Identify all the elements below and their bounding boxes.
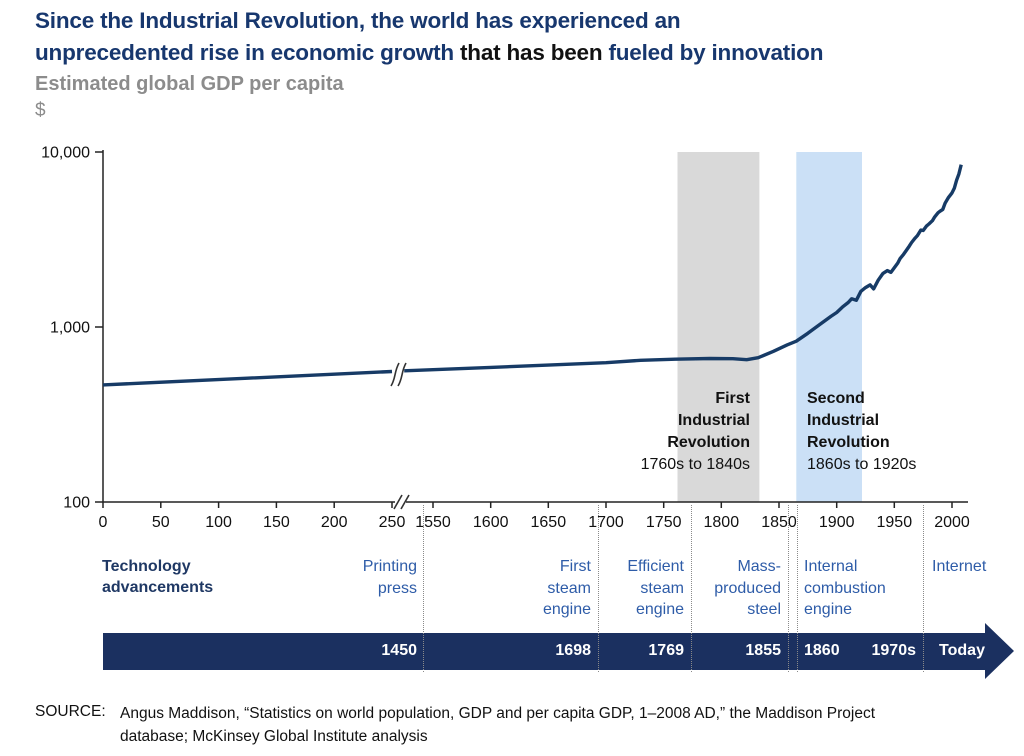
- tech-label-efficient-steam-engine: Efficient steam engine: [627, 558, 684, 618]
- source-citation-line1: Angus Maddison, “Statistics on world pop…: [120, 705, 876, 722]
- gdp-line: [404, 164, 963, 373]
- timeline-arrow-head: [985, 623, 1014, 679]
- x-tick-label: 50: [152, 514, 170, 531]
- event-dotted-line-1450: [423, 505, 424, 672]
- chart-subtitle: Estimated global GDP per capita: [35, 73, 344, 95]
- axis-break-marks: [390, 362, 410, 510]
- source-citation: Angus Maddison, “Statistics on world pop…: [120, 703, 875, 748]
- event-dotted-line-1698: [598, 505, 599, 672]
- line-break-slash-2: [397, 362, 407, 387]
- event-dotted-line-1860: [797, 505, 798, 672]
- technology-advancements-heading: Technology advancements: [102, 558, 214, 596]
- timeline-banner: [103, 633, 986, 670]
- gdp-line: [102, 369, 393, 387]
- event-dotted-line-1769: [691, 505, 692, 672]
- x-tick-label: 1950: [877, 514, 913, 531]
- title-text: Since the Industrial Revolution, the wor…: [35, 8, 681, 33]
- x-tick-label: 200: [321, 514, 348, 531]
- x-tick-label: 100: [205, 514, 232, 531]
- gdp-line-series: [102, 164, 963, 387]
- band-label: Industrial: [807, 412, 879, 429]
- x-tick-label: 150: [263, 514, 290, 531]
- tech-label-internet: Internet: [932, 558, 987, 575]
- x-tick-label: 1700: [588, 514, 624, 531]
- x-tick-label: 0: [99, 514, 108, 531]
- x-tick-label: 2000: [934, 514, 970, 531]
- banner-year-1698: 1698: [555, 642, 591, 659]
- banner-year-1970s: 1970s: [871, 642, 917, 659]
- banner-year-1855: 1855: [745, 642, 781, 659]
- source-label: SOURCE:: [35, 703, 106, 720]
- x-tick-label: 1550: [415, 514, 451, 531]
- banner-year-today: Today: [939, 642, 985, 659]
- tech-label-mass-produced-steel: Mass-produced steel: [714, 558, 781, 618]
- axis-unit-label: $: [35, 100, 46, 121]
- banner-year-1450: 1450: [381, 642, 417, 659]
- page-title-line1: Since the Industrial Revolution, the wor…: [35, 8, 681, 34]
- y-tick-label: 1,000: [50, 320, 90, 337]
- band-label: Revolution: [807, 434, 890, 451]
- x-tick-label: 1800: [704, 514, 740, 531]
- axis-break-slash-2: [400, 494, 410, 510]
- banner-year-1769: 1769: [648, 642, 684, 659]
- source-note: SOURCE: Angus Maddison, “Statistics on w…: [35, 703, 875, 748]
- band-label: Industrial: [678, 412, 750, 429]
- tech-label-internal-combustion-engine: Internal combustion engine: [804, 558, 886, 618]
- axis-break-slash-1: [393, 494, 403, 510]
- band-range-label: 1860s to 1920s: [807, 456, 916, 473]
- x-tick-label: 1750: [646, 514, 682, 531]
- axis-break-gap: [395, 499, 406, 505]
- revolution-band: [796, 152, 862, 502]
- event-dotted-line-1970s: [923, 505, 924, 672]
- revolution-band: [677, 152, 760, 502]
- y-tick-label: 100: [63, 495, 90, 512]
- source-citation-line2: database; McKinsey Global Institute anal…: [120, 727, 428, 745]
- x-tick-label: 1650: [531, 514, 567, 531]
- band-range-label: 1760s to 1840s: [641, 456, 750, 473]
- banner-year-1860: 1860: [804, 642, 840, 659]
- title-text-black: that has been: [453, 40, 603, 65]
- industrial-revolution-bands: First Industrial Revolution 1760s to 1840s S…: [641, 152, 916, 502]
- tech-label-first-steam-engine: First steam engine: [542, 558, 591, 618]
- title-text-navy: unprecedented rise in economic growth: [35, 40, 454, 65]
- title-text-navy2: fueled by innovation: [602, 40, 824, 65]
- x-tick-label: 1900: [819, 514, 855, 531]
- x-tick-label: 1850: [761, 514, 797, 531]
- x-tick-label: 250: [379, 514, 406, 531]
- line-break-slash-1: [390, 362, 400, 387]
- band-label: Revolution: [667, 434, 750, 451]
- page-title-line2: unprecedented rise in economic growth th…: [35, 40, 823, 66]
- band-label: Second: [807, 390, 865, 407]
- event-dotted-line-1855: [788, 505, 789, 672]
- y-tick-label: 10,000: [41, 145, 90, 162]
- tech-label-printing-press: Printing press: [362, 558, 417, 597]
- x-tick-label: 1600: [473, 514, 509, 531]
- band-label: First: [715, 390, 750, 407]
- chart-axes: 10,000 1,000 100 0 50 100 150 200 250 1550 1600 165…: [41, 145, 970, 532]
